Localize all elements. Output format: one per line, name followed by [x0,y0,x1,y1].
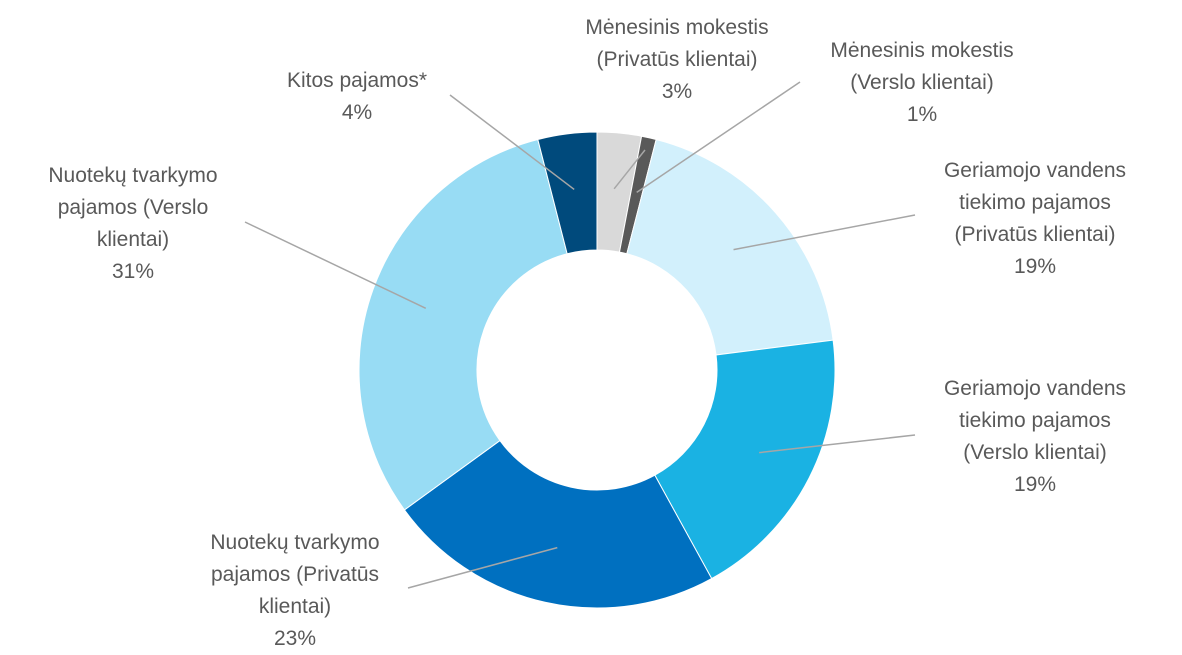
category-label: Geriamojo vandens tiekimo pajamos (Priva… [943,159,1127,246]
leader-line [733,214,916,251]
slice-label: Nuotekų tvarkymo pajamos (Privatūs klien… [185,527,405,655]
value-label: 19% [1013,255,1057,278]
slice-label: Mėnesinis mokestis (Verslo klientai) 1% [812,35,1032,131]
donut-slice [358,138,568,511]
category-label: Nuotekų tvarkymo pajamos (Privatūs klien… [210,531,380,618]
category-label: Geriamojo vandens tiekimo pajamos (Versl… [943,377,1127,464]
category-label: Mėnesinis mokestis (Verslo klientai) [830,39,1014,94]
value-label: 4% [341,101,373,124]
slice-label: Mėnesinis mokestis (Privatūs klientai) 3% [567,12,787,108]
category-label: Nuotekų tvarkymo pajamos (Verslo klienta… [48,164,218,251]
leader-line [759,434,916,454]
slice-label: Geriamojo vandens tiekimo pajamos (Priva… [925,155,1145,283]
leader-line [636,81,801,194]
slice-label: Nuotekų tvarkymo pajamos (Verslo klienta… [23,160,243,288]
category-label: Mėnesinis mokestis (Privatūs klientai) [585,16,769,71]
value-label: 3% [661,80,693,103]
value-label: 31% [111,260,155,283]
leader-line [613,149,646,190]
donut-slice [654,339,836,580]
donut-slice [537,131,598,255]
value-label: 1% [906,103,938,126]
category-label: Kitos pajamos* [286,69,428,92]
donut-slice [403,439,713,609]
leader-line [449,94,575,191]
leader-line [244,221,427,310]
value-label: 19% [1013,473,1057,496]
slice-label: Geriamojo vandens tiekimo pajamos (Versl… [925,373,1145,501]
value-label: 23% [273,627,317,650]
donut-slice [626,138,834,356]
slice-label: Kitos pajamos* 4% [247,65,467,129]
leader-line [407,546,558,589]
